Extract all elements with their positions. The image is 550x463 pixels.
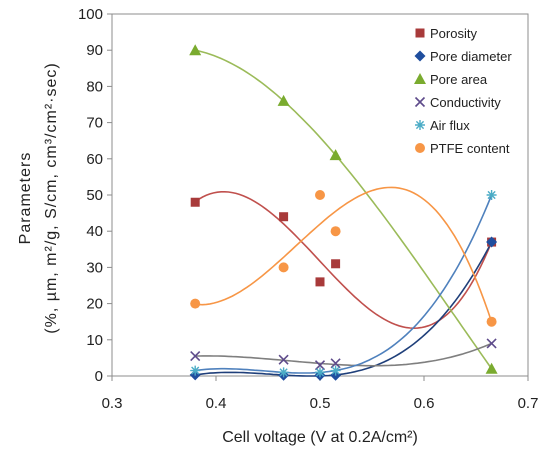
trendline	[194, 191, 493, 330]
trendline	[195, 241, 493, 377]
trendline	[195, 194, 493, 374]
data-point	[486, 236, 498, 248]
y-tick-label: 0	[95, 368, 103, 385]
legend-marker	[414, 96, 426, 108]
data-point	[486, 338, 497, 349]
data-point	[278, 367, 289, 378]
data-point	[190, 298, 201, 309]
legend-marker	[415, 120, 425, 130]
legend-label: Conductivity	[430, 95, 501, 110]
data-points	[189, 44, 498, 381]
y-tick-label: 70	[86, 115, 103, 132]
data-point	[330, 358, 341, 369]
legend-label: Pore area	[430, 72, 488, 87]
x-axis-title: Cell voltage (V at 0.2A/cm²)	[222, 429, 418, 446]
y-axis-title: Parameters	[17, 152, 34, 245]
x-tick-label: 0.5	[310, 395, 331, 412]
legend-label: Air flux	[430, 118, 470, 133]
data-point	[315, 367, 325, 378]
data-point	[278, 354, 289, 365]
data-point	[486, 316, 497, 327]
y-tick-label: 90	[86, 42, 103, 59]
y-tick-label: 30	[86, 259, 103, 276]
legend-marker	[414, 50, 426, 62]
x-tick-label: 0.7	[518, 395, 539, 412]
x-tick-label: 0.6	[414, 395, 435, 412]
x-tick-label: 0.4	[206, 395, 227, 412]
y-tick-label: 100	[78, 6, 103, 23]
legend-marker	[415, 28, 425, 38]
data-point	[279, 212, 289, 222]
y-tick-label: 80	[86, 78, 103, 95]
trendlines	[194, 49, 493, 377]
data-point	[330, 226, 341, 237]
legend-marker	[414, 73, 426, 84]
y-tick-label: 60	[86, 151, 103, 168]
data-point	[330, 365, 341, 376]
legend-label: Pore diameter	[430, 49, 512, 64]
y-axis-units: (%, µm, m²/g, S/cm, cm³/cm²·sec)	[43, 62, 60, 333]
y-tick-label: 10	[86, 332, 103, 349]
data-point	[329, 149, 342, 161]
trendline	[195, 186, 493, 323]
data-point	[190, 365, 201, 376]
data-point	[314, 360, 326, 371]
data-point	[331, 259, 341, 269]
legend-marker	[415, 143, 425, 153]
legend-label: Porosity	[430, 26, 477, 41]
data-point	[278, 262, 289, 273]
data-point	[486, 190, 497, 200]
trendline	[195, 49, 493, 370]
legend-label: PTFE content	[430, 141, 510, 156]
x-tick-label: 0.3	[102, 395, 123, 412]
y-tick-label: 50	[86, 187, 103, 204]
data-point	[315, 277, 325, 287]
data-point	[190, 197, 200, 207]
legend: Porosity Pore diameter Pore area Conductivi…	[414, 26, 512, 156]
data-point	[485, 362, 498, 374]
data-point	[277, 94, 290, 106]
data-point	[189, 44, 202, 56]
y-tick-label: 20	[86, 296, 103, 313]
y-tick-label: 40	[86, 223, 103, 240]
trendline	[195, 342, 492, 367]
data-point	[190, 351, 201, 362]
data-point	[315, 190, 325, 200]
